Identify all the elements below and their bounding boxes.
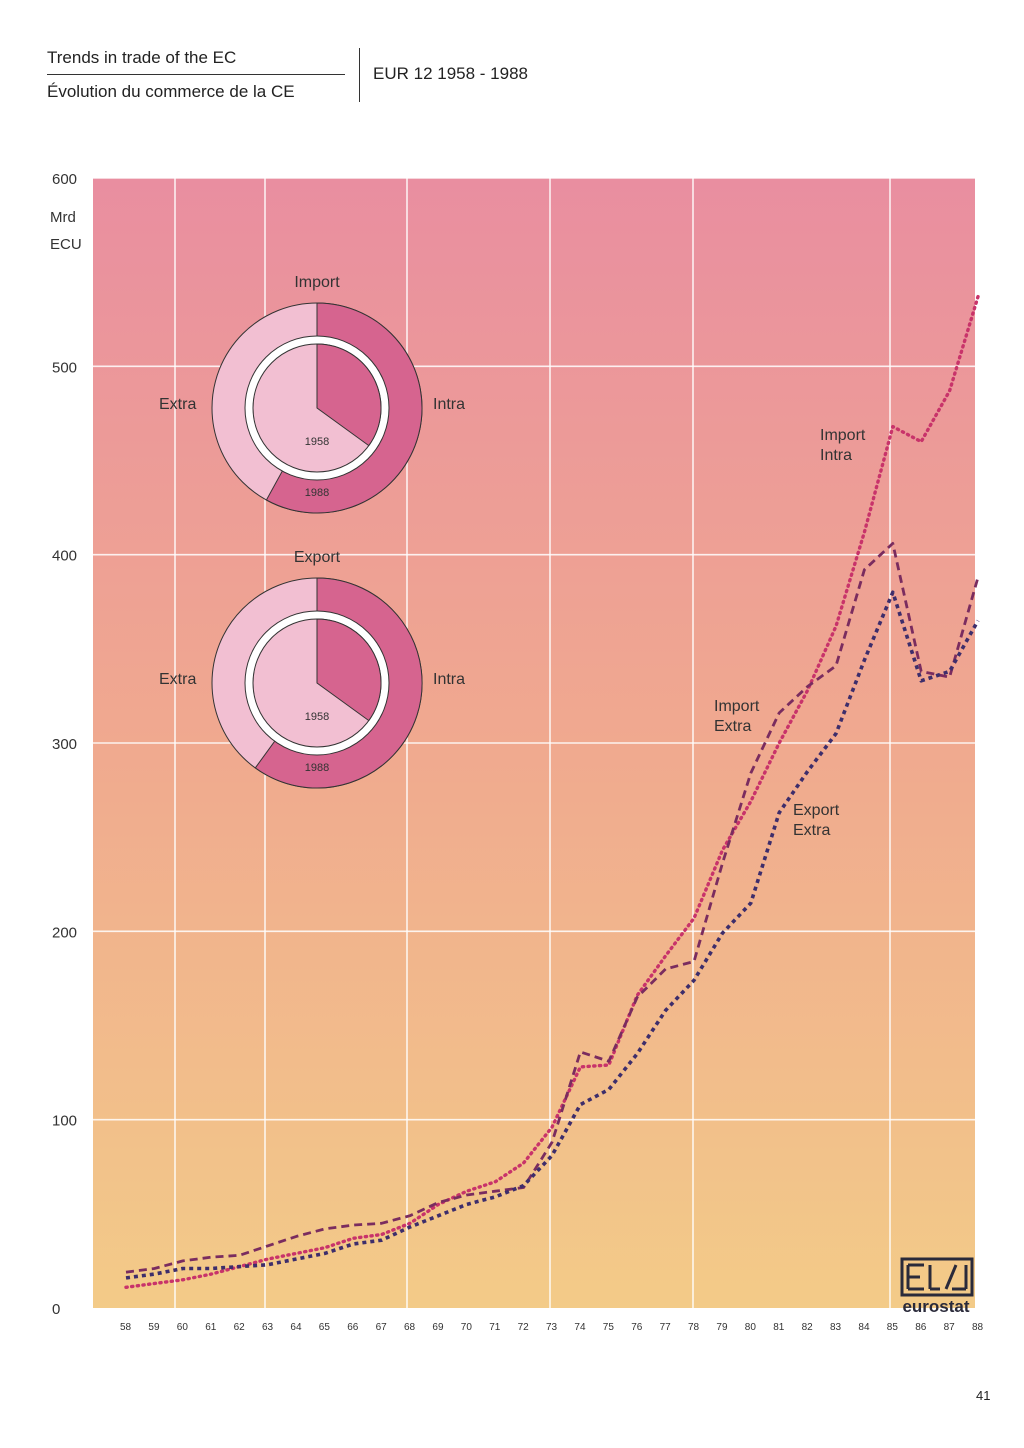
pie-title: Export xyxy=(294,549,341,566)
series-label: Extra xyxy=(714,718,751,735)
x-tick-label: 72 xyxy=(518,1322,530,1333)
x-tick-label: 66 xyxy=(347,1322,359,1333)
y-tick-label: 0 xyxy=(52,1301,60,1318)
x-tick-label: 60 xyxy=(177,1322,189,1333)
title-rule xyxy=(47,74,345,75)
pie-inner-year: 1958 xyxy=(305,436,329,448)
series-line xyxy=(124,294,980,1289)
series-label: Import xyxy=(714,698,760,715)
x-tick-label: 71 xyxy=(489,1322,501,1333)
y-unit-label: Mrd xyxy=(50,209,76,226)
subtitle: EUR 12 1958 - 1988 xyxy=(373,64,528,83)
pie-charts: Import Intra Extra 1958 1988 Export Intra Extra… xyxy=(159,274,465,789)
series-label: Export xyxy=(793,802,840,819)
x-tick-label: 79 xyxy=(716,1322,728,1333)
title-english: Trends in trade of the EC xyxy=(47,48,237,67)
series-labels: Import Intra Import Extra Export Extra xyxy=(714,427,866,839)
x-tick-label: 77 xyxy=(660,1322,672,1333)
pie-label-extra: Extra xyxy=(159,671,196,688)
pie-label-intra: Intra xyxy=(433,396,465,413)
x-tick-label: 86 xyxy=(915,1322,927,1333)
y-tick-label: 300 xyxy=(52,736,77,753)
x-tick-label: 81 xyxy=(773,1322,785,1333)
x-tick-label: 78 xyxy=(688,1322,700,1333)
x-tick-label: 67 xyxy=(376,1322,388,1333)
x-tick-label: 76 xyxy=(631,1322,643,1333)
pie-outer-year: 1988 xyxy=(305,762,329,774)
eurostat-logo: eurostat xyxy=(894,1257,978,1316)
series-label: Extra xyxy=(793,822,830,839)
x-tick-label: 59 xyxy=(148,1322,160,1333)
series-label: Import xyxy=(820,427,866,444)
y-tick-label: 600 xyxy=(52,171,77,188)
logo-text: eurostat xyxy=(902,1297,969,1315)
x-tick-label: 74 xyxy=(574,1322,586,1333)
x-tick-label: 69 xyxy=(432,1322,444,1333)
title-french: Évolution du commerce de la CE xyxy=(47,82,295,101)
x-tick-label: 87 xyxy=(944,1322,956,1333)
y-tick-label: 100 xyxy=(52,1113,77,1130)
x-tick-label: 84 xyxy=(858,1322,870,1333)
x-tick-label: 64 xyxy=(290,1322,302,1333)
page-number: 41 xyxy=(976,1388,991,1403)
x-tick-label: 82 xyxy=(802,1322,814,1333)
pie-title: Import xyxy=(294,274,340,291)
x-tick-label: 85 xyxy=(887,1322,899,1333)
x-tick-label: 68 xyxy=(404,1322,416,1333)
series-line xyxy=(125,590,980,1280)
series-label: Intra xyxy=(820,447,852,464)
series-lines xyxy=(124,294,980,1289)
x-tick-label: 65 xyxy=(319,1322,331,1333)
pie-label-extra: Extra xyxy=(159,396,196,413)
pie-inner-year: 1958 xyxy=(305,711,329,723)
x-tick-label: 61 xyxy=(205,1322,217,1333)
pie-inner-intra xyxy=(316,343,382,447)
x-tick-label: 88 xyxy=(972,1322,984,1333)
x-tick-label: 75 xyxy=(603,1322,615,1333)
x-tick-label: 70 xyxy=(461,1322,473,1333)
x-tick-label: 58 xyxy=(120,1322,132,1333)
y-tick-label: 500 xyxy=(52,359,77,376)
y-tick-label: 200 xyxy=(52,924,77,941)
x-tick-label: 63 xyxy=(262,1322,274,1333)
pie-inner-intra xyxy=(316,618,382,722)
x-tick-label: 73 xyxy=(546,1322,558,1333)
series-line xyxy=(125,542,980,1274)
y-unit-label: ECU xyxy=(50,236,82,253)
pie-label-intra: Intra xyxy=(433,671,465,688)
x-tick-label: 62 xyxy=(234,1322,246,1333)
x-axis: 58 59 60 61 62 63 64 65 66 67 68 69 70 71 72 73 74 75 76 77… xyxy=(120,1322,984,1333)
x-tick-label: 80 xyxy=(745,1322,757,1333)
pie-outer-year: 1988 xyxy=(305,487,329,499)
x-tick-label: 83 xyxy=(830,1322,842,1333)
y-tick-label: 400 xyxy=(52,548,77,565)
y-axis: 0 100 200 300 400 500 600 Mrd ECU xyxy=(50,171,82,1318)
header-separator xyxy=(359,48,360,102)
